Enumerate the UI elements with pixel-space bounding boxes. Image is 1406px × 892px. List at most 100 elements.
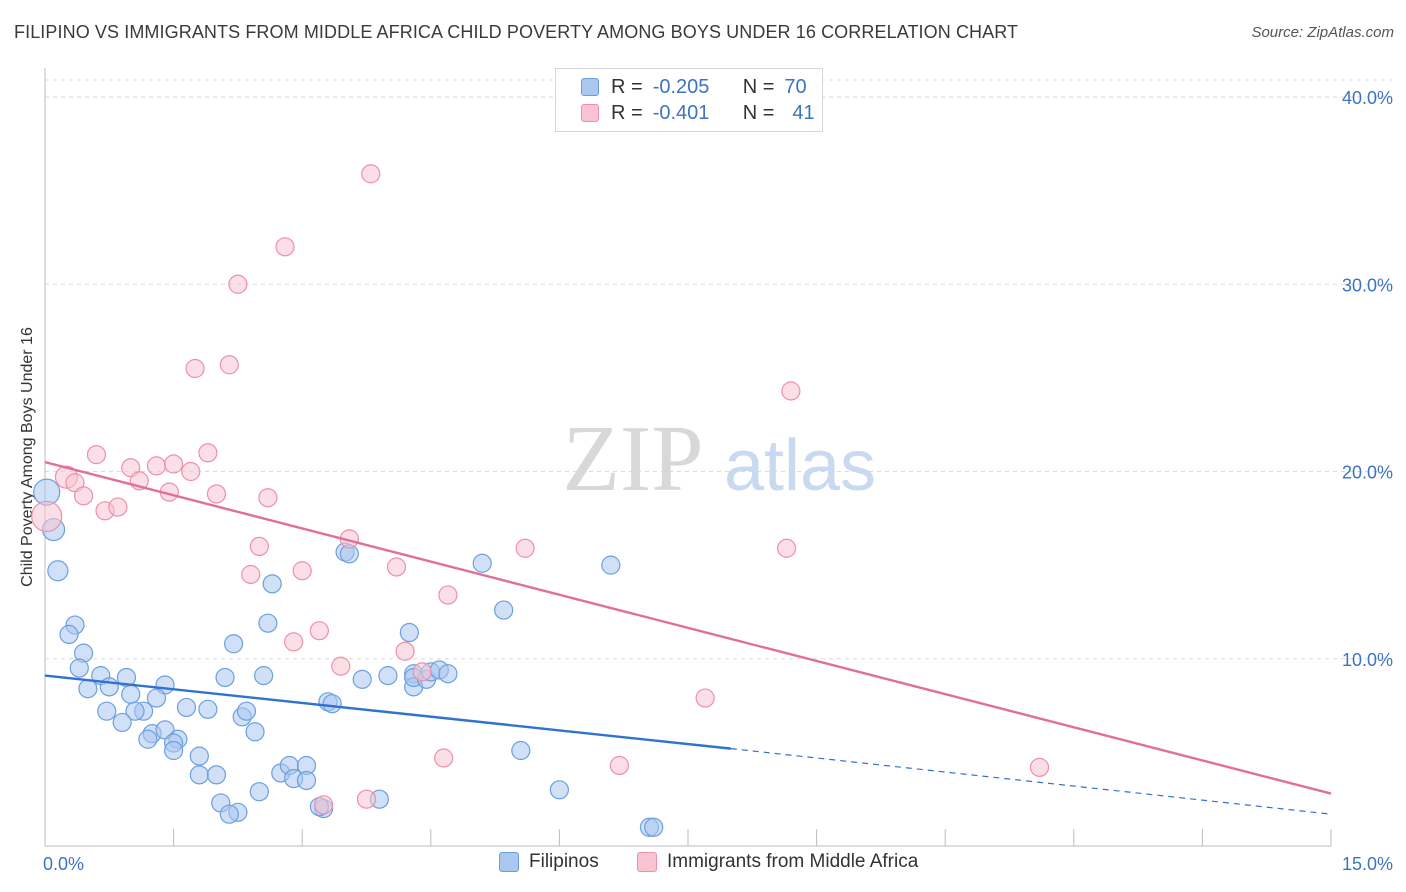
middle-africa-point bbox=[73, 486, 94, 506]
middle-africa-point bbox=[284, 632, 304, 652]
filipinos-point bbox=[69, 658, 89, 678]
filipinos-point bbox=[378, 666, 398, 686]
data-points bbox=[31, 164, 1050, 837]
legend-swatch-middle-africa bbox=[581, 104, 599, 122]
filipinos-point bbox=[249, 782, 269, 802]
middle-africa-point bbox=[228, 274, 248, 294]
legend-item-filipinos: Filipinos bbox=[499, 851, 599, 873]
middle-africa-point bbox=[108, 497, 128, 517]
filipinos-trend-extension bbox=[730, 748, 1332, 815]
middle-africa-point bbox=[31, 500, 63, 533]
filipinos-point bbox=[99, 677, 119, 697]
middle-africa-point bbox=[275, 237, 295, 257]
middle-africa-point bbox=[292, 561, 312, 581]
r-value: -0.205 bbox=[652, 75, 710, 98]
filipinos-point bbox=[352, 669, 372, 689]
middle-africa-point bbox=[164, 454, 184, 474]
middle-africa-point bbox=[515, 538, 535, 558]
middle-africa-point bbox=[206, 484, 227, 504]
filipinos-point bbox=[399, 622, 419, 643]
filipinos-point bbox=[121, 684, 141, 704]
watermark-atlas: atlas bbox=[724, 426, 876, 506]
r-value: -0.401 bbox=[652, 101, 710, 124]
middle-africa-point bbox=[781, 381, 801, 401]
legend-swatch-filipinos bbox=[499, 852, 519, 872]
filipinos-point bbox=[644, 817, 664, 837]
watermark: ZIP atlas bbox=[563, 407, 877, 511]
filipinos-point bbox=[511, 740, 531, 761]
filipinos-point bbox=[78, 679, 98, 699]
filipinos-point bbox=[176, 697, 197, 718]
filipinos-point bbox=[138, 729, 158, 749]
filipinos-point bbox=[549, 780, 570, 800]
legend-swatch-filipinos bbox=[581, 78, 599, 96]
legend-row-filipinos: R = -0.205 N = 70 bbox=[556, 74, 807, 100]
filipinos-point bbox=[189, 746, 209, 766]
filipinos-point bbox=[224, 634, 244, 654]
middle-africa-point bbox=[361, 164, 381, 184]
middle-africa-point bbox=[86, 445, 107, 465]
legend-swatch-middle-africa bbox=[637, 852, 657, 872]
filipinos-point bbox=[254, 666, 274, 686]
middle-africa-point bbox=[146, 456, 167, 476]
middle-africa-point bbox=[241, 564, 261, 585]
y-tick-label: 10.0% bbox=[1342, 650, 1393, 670]
middle-africa-point bbox=[395, 641, 415, 661]
filipinos-point bbox=[164, 740, 184, 761]
middle-africa-point bbox=[331, 656, 351, 676]
y-tick-label: 20.0% bbox=[1342, 463, 1393, 483]
filipinos-point bbox=[206, 765, 227, 785]
tick-labels: 10.0% 20.0% 30.0% 40.0% 0.0% 15.0% bbox=[43, 88, 1393, 874]
middle-africa-point bbox=[314, 795, 334, 815]
filipinos-point bbox=[59, 624, 79, 645]
middle-africa-point bbox=[776, 538, 797, 558]
filipinos-point bbox=[494, 600, 514, 620]
middle-africa-point bbox=[258, 488, 278, 508]
legend-label-filipinos: Filipinos bbox=[529, 851, 599, 872]
axes bbox=[44, 68, 1332, 847]
middle-africa-point bbox=[219, 355, 239, 375]
filipinos-point bbox=[472, 553, 492, 573]
y-tick-label: 40.0% bbox=[1342, 88, 1393, 108]
filipinos-point bbox=[146, 688, 167, 708]
middle-africa-point bbox=[609, 755, 630, 776]
filipinos-point bbox=[236, 701, 257, 721]
middle-africa-point bbox=[185, 358, 205, 379]
middle-africa-point bbox=[356, 789, 377, 809]
middle-africa-point bbox=[198, 443, 218, 463]
filipinos-point bbox=[112, 712, 132, 733]
trend-lines bbox=[44, 460, 1332, 815]
middle-africa-point bbox=[412, 662, 432, 682]
n-label: N = bbox=[742, 75, 775, 98]
n-value: 70 bbox=[784, 75, 807, 98]
middle-africa-point bbox=[181, 461, 201, 482]
chart-title: FILIPINO VS IMMIGRANTS FROM MIDDLE AFRIC… bbox=[14, 22, 1019, 42]
middle-africa-point bbox=[249, 536, 269, 557]
filipinos-point bbox=[296, 770, 317, 791]
n-value: 41 bbox=[792, 101, 815, 124]
filipinos-point bbox=[322, 694, 342, 714]
filipinos-point bbox=[245, 722, 265, 742]
filipinos-point bbox=[47, 560, 69, 582]
filipinos-point bbox=[189, 765, 209, 785]
middle-africa-trend-line bbox=[44, 460, 1332, 795]
x-tick-label: 0.0% bbox=[43, 854, 84, 874]
middle-africa-point bbox=[438, 585, 458, 605]
middle-africa-point bbox=[1029, 757, 1050, 777]
filipinos-point bbox=[258, 613, 278, 633]
filipinos-point bbox=[601, 555, 621, 575]
y-tick-label: 30.0% bbox=[1342, 275, 1393, 295]
r-label: R = bbox=[611, 75, 643, 98]
source-credit: Source: ZipAtlas.com bbox=[1251, 24, 1394, 41]
legend-row-middle-africa: R = -0.401 N = 41 bbox=[556, 100, 815, 126]
middle-africa-point bbox=[386, 557, 407, 577]
watermark-zip: ZIP bbox=[563, 407, 704, 511]
correlation-legend: R = -0.205 N = 70 R = -0.401 N = 41 bbox=[555, 68, 823, 132]
r-label: R = bbox=[611, 101, 643, 124]
legend-label-middle-africa: Immigrants from Middle Africa bbox=[667, 851, 919, 872]
filipinos-point bbox=[198, 699, 218, 719]
filipinos-point bbox=[438, 664, 458, 684]
x-tick-label: 15.0% bbox=[1342, 854, 1393, 874]
middle-africa-point bbox=[695, 688, 715, 708]
